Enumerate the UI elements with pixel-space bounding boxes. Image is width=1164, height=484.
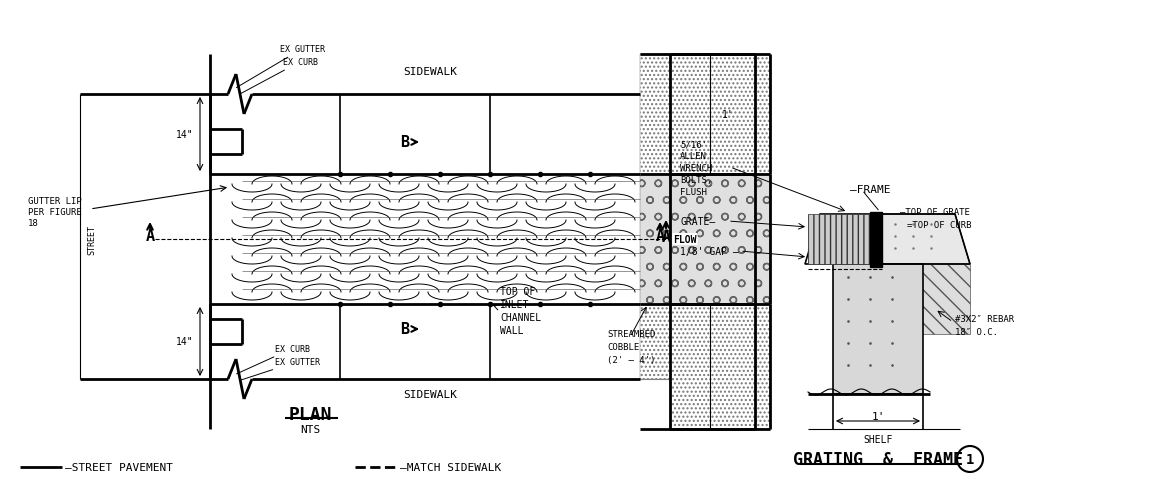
Text: GRATE—: GRATE— [680,216,715,227]
Bar [640,55,755,175]
Text: SIDEWALK: SIDEWALK [403,389,457,399]
Text: EX CURB: EX CURB [241,58,318,94]
Text: PLAN: PLAN [289,405,332,423]
Bar [670,175,771,304]
Text: CHANNEL: CHANNEL [501,312,541,322]
Text: WALL: WALL [501,325,524,335]
Text: A: A [655,229,665,244]
Text: INLET: INLET [501,300,530,309]
Text: TOP OF: TOP OF [501,287,535,296]
Bar [833,264,923,394]
Text: 1/8' GAP —: 1/8' GAP — [680,246,739,257]
Bar [640,304,755,379]
Text: SIDEWALK: SIDEWALK [403,67,457,77]
Text: 1: 1 [966,452,974,466]
Text: 5/16': 5/16' [680,140,707,149]
Polygon shape [882,214,970,264]
Text: PER FIGURE: PER FIGURE [28,208,81,217]
Bar [670,55,771,429]
Text: STREAMBED: STREAMBED [606,330,655,339]
Text: STREET: STREET [87,225,97,255]
Text: =TOP OF CURB: =TOP OF CURB [907,221,972,230]
Text: WRENCH: WRENCH [680,164,712,173]
Text: —FRAME: —FRAME [850,184,890,195]
Text: GRATING  &  FRAME: GRATING & FRAME [793,450,963,468]
Text: 14": 14" [176,130,193,140]
Text: (2' – 4'): (2' – 4') [606,356,655,365]
Text: A: A [146,229,155,244]
Bar [882,264,970,334]
Text: 1': 1' [871,411,885,421]
Text: 1': 1' [722,110,733,120]
Bar [640,55,670,175]
Text: #3X2″ REBAR: #3X2″ REBAR [954,315,1014,324]
Text: FLOW: FLOW [673,235,697,244]
Bar [870,212,882,268]
Bar [640,304,670,379]
Text: ALLEN: ALLEN [680,152,707,161]
Text: 14": 14" [176,336,193,346]
Text: GUTTER LIP: GUTTER LIP [28,197,81,206]
Text: —TOP OF GRATE: —TOP OF GRATE [900,208,970,217]
Text: 18: 18 [28,219,38,228]
Text: B: B [400,135,410,150]
Text: B: B [400,322,410,337]
Text: A: A [661,230,670,245]
Bar [808,214,873,264]
Text: SHELF: SHELF [864,434,893,444]
Text: EX CURB: EX CURB [236,344,310,374]
Text: FLUSH: FLUSH [680,188,707,197]
Text: BOLTS,: BOLTS, [680,176,712,185]
Text: NTS: NTS [300,424,320,434]
Bar [640,175,755,304]
Text: —STREET PAVEMENT: —STREET PAVEMENT [65,462,173,472]
Text: —MATCH SIDEWALK: —MATCH SIDEWALK [400,462,502,472]
Text: 18″ O.C.: 18″ O.C. [954,328,998,337]
Text: COBBLE: COBBLE [606,343,639,352]
Text: EX GUTTER: EX GUTTER [241,357,320,380]
Text: EX GUTTER: EX GUTTER [236,45,325,89]
